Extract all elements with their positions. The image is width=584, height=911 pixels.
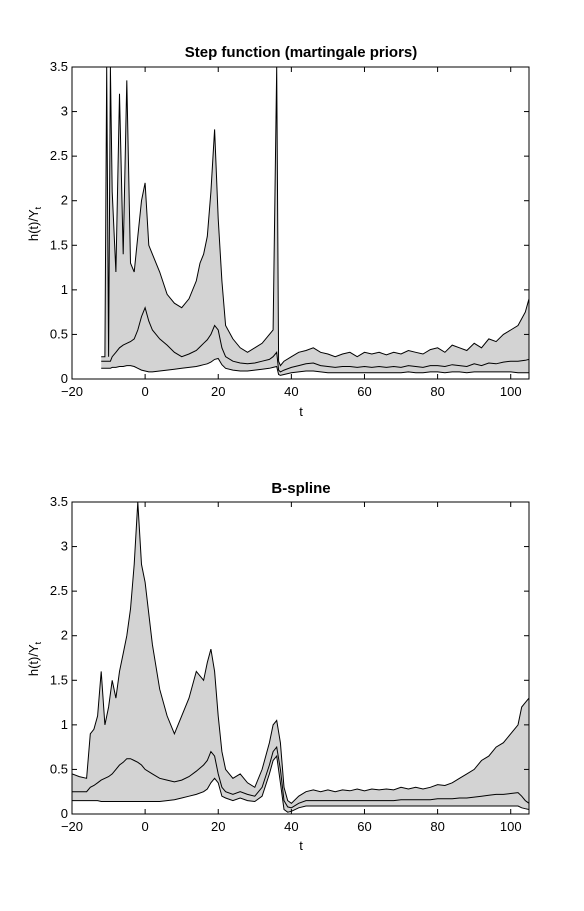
bottom-chart-x-tick-label: 100 — [500, 819, 522, 834]
bottom-chart-y-tick-label: 3.5 — [50, 494, 68, 509]
bottom-chart-panel: B-spline −20 0 20 40 60 80 10000.511.522.533.5… — [26, 480, 530, 853]
svg-text:h(t)/Yt: h(t)/Yt — [26, 641, 43, 676]
bottom-chart-y-tick-label: 1 — [61, 717, 68, 732]
top-chart-axes-frame — [71, 66, 530, 380]
bottom-chart-lower-line — [72, 754, 529, 813]
bottom-chart-y-tick-label: 0.5 — [50, 761, 68, 776]
top-chart-y-label-main: h(t)/Y — [26, 209, 41, 241]
top-chart-title: Step function (martingale priors) — [185, 44, 418, 61]
bottom-chart-y-tick-label: 1.5 — [50, 672, 68, 687]
bottom-chart-x-label: t — [299, 838, 303, 853]
bottom-chart-mid-line — [72, 745, 529, 809]
bottom-chart-x-tick-label: 40 — [284, 819, 298, 834]
top-chart-x-tick-label: 40 — [284, 384, 298, 399]
bottom-chart-y-label-sub: t — [33, 641, 43, 644]
top-chart-credible-band — [101, 67, 529, 376]
bottom-chart-y-label-main: h(t)/Y — [26, 644, 41, 676]
top-chart-x-tick-label: 20 — [211, 384, 225, 399]
top-chart-x-tick-label: 60 — [357, 384, 371, 399]
top-chart-y-tick-label: 1 — [61, 282, 68, 297]
bottom-chart-y-tick-label: 2.5 — [50, 583, 68, 598]
bottom-chart-upper-line — [72, 502, 529, 804]
bottom-chart-y-label: h(t)/Yt — [26, 641, 43, 676]
bottom-chart-x-tick-label: 0 — [142, 819, 149, 834]
bottom-chart-title: B-spline — [271, 480, 330, 497]
bottom-chart-credible-band — [72, 502, 529, 813]
svg-text:h(t)/Yt: h(t)/Yt — [26, 206, 43, 241]
top-chart-x-tick-label: −20 — [61, 384, 83, 399]
bottom-chart-x-tick-label: 80 — [430, 819, 444, 834]
bottom-chart-y-tick-label: 3 — [61, 539, 68, 554]
top-chart-y-tick-label: 2.5 — [50, 148, 68, 163]
top-chart-y-tick-label: 3 — [61, 104, 68, 119]
top-chart-y-tick-label: 2 — [61, 193, 68, 208]
top-chart-panel: Step function (martingale priors) −20 0 20… — [26, 44, 530, 419]
top-chart-x-tick-label: 80 — [430, 384, 444, 399]
bottom-chart-axes-frame — [71, 501, 530, 815]
top-chart-mid-line — [101, 306, 529, 373]
top-chart-upper-line — [101, 67, 529, 367]
top-chart-y-tick-label: 0.5 — [50, 326, 68, 341]
top-chart-x-tick-label: 100 — [500, 384, 522, 399]
top-chart-y-tick-label: 0 — [61, 371, 68, 386]
top-chart-y-label: h(t)/Yt — [26, 206, 43, 241]
top-chart-lower-line — [101, 357, 529, 376]
top-chart-y-tick-label: 3.5 — [50, 59, 68, 74]
bottom-chart-x-tick-label: 20 — [211, 819, 225, 834]
bottom-chart-x-tick-label: −20 — [61, 819, 83, 834]
top-chart-y-label-sub: t — [33, 206, 43, 209]
bottom-chart-y-tick-label: 2 — [61, 628, 68, 643]
top-chart-x-tick-label: 0 — [142, 384, 149, 399]
bottom-chart-x-tick-label: 60 — [357, 819, 371, 834]
top-chart-y-tick-label: 1.5 — [50, 237, 68, 252]
bottom-chart-y-tick-label: 0 — [61, 806, 68, 821]
top-chart-x-label: t — [299, 404, 303, 419]
